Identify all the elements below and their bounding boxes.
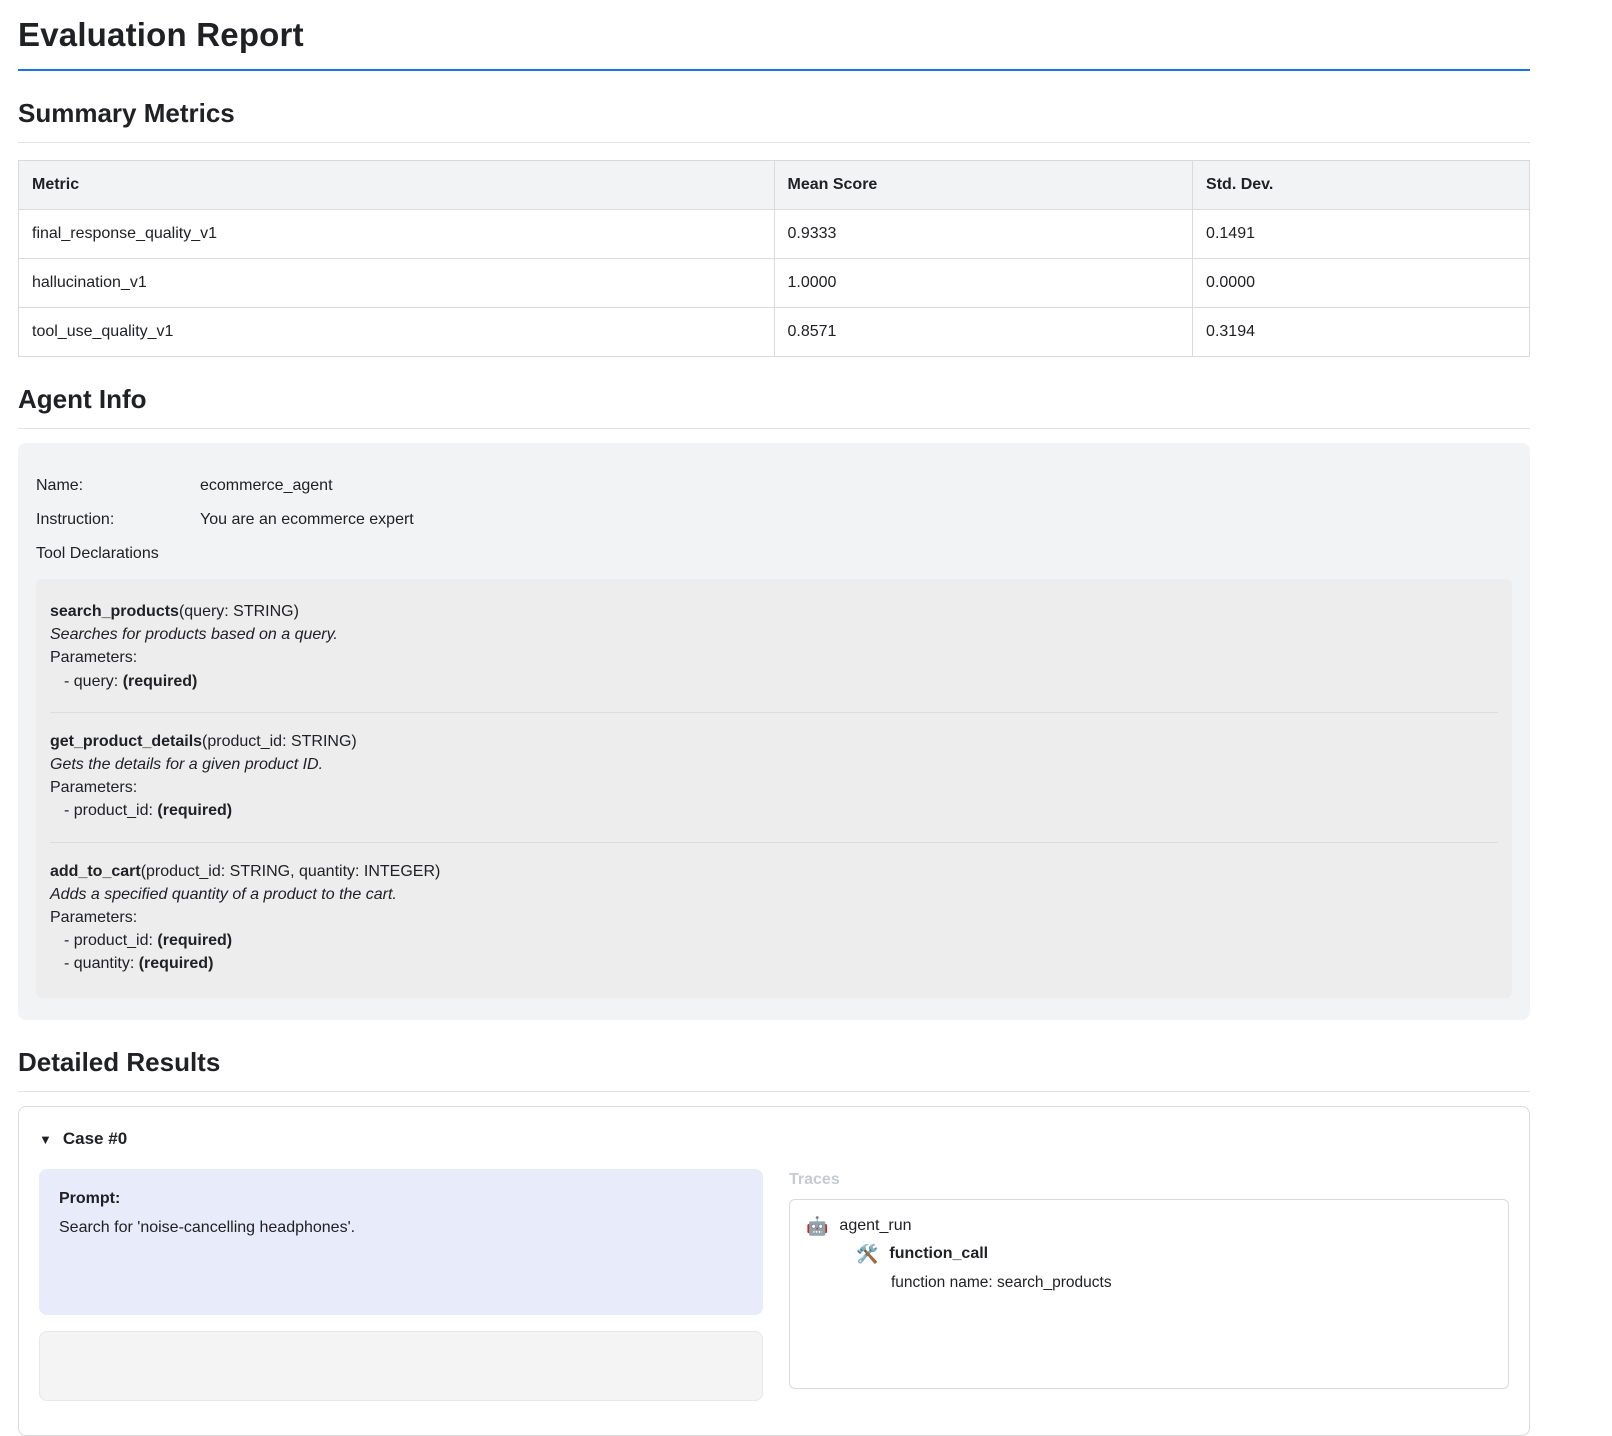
param-required-flag: (required) [122, 672, 198, 690]
column-header-std-dev: Std. Dev. [1192, 160, 1530, 210]
trace-function-call-row: 🛠️ function_call [856, 1240, 1492, 1268]
table-row: tool_use_quality_v1 0.8571 0.3194 [18, 307, 1530, 357]
traces-label: Traces [789, 1171, 840, 1189]
tool-parameter: - query: (required) [50, 670, 1498, 693]
column-header-metric: Metric [18, 160, 775, 210]
metric-std: 0.0000 [1192, 258, 1530, 308]
table-header-row: Metric Mean Score Std. Dev. [18, 160, 1530, 210]
case-left-column: Prompt: Search for 'noise-cancelling hea… [39, 1169, 763, 1402]
tool-signature: (product_id: STRING) [202, 732, 357, 750]
column-header-mean-score: Mean Score [773, 160, 1194, 210]
metric-std: 0.3194 [1192, 307, 1530, 357]
report-page: Evaluation Report Summary Metrics Metric… [18, 16, 1530, 1436]
prompt-text: Search for 'noise-cancelling headphones'… [59, 1219, 356, 1237]
tool-signature-line: search_products(query: STRING) [50, 600, 1498, 623]
param-name: - quantity: [64, 955, 135, 973]
tool-parameters-label: Parameters: [50, 649, 138, 667]
agent-instruction-label: Instruction: [36, 511, 115, 528]
agent-name-value: ecommerce_agent [200, 477, 333, 494]
metric-mean: 0.9333 [773, 209, 1194, 259]
trace-function-call-label: function_call [889, 1245, 989, 1263]
tool-signature-line: get_product_details(product_id: STRING) [50, 730, 1498, 753]
metric-name: tool_use_quality_v1 [18, 307, 775, 357]
page-title: Evaluation Report [18, 16, 304, 53]
trace-children: 🛠️ function_call function name: search_p… [856, 1240, 1492, 1298]
tool-parameters-label: Parameters: [50, 779, 138, 797]
param-name: - product_id: [64, 802, 153, 820]
agent-name-label: Name: [36, 477, 84, 494]
metric-mean: 1.0000 [773, 258, 1194, 308]
agent-name-row: Name: ecommerce_agent [36, 477, 1512, 495]
tool-parameter: - product_id: (required) [50, 799, 1498, 822]
robot-icon: 🤖 [806, 1216, 829, 1237]
tool-declarations-label: Tool Declarations [36, 545, 159, 562]
tool-name: get_product_details [50, 732, 203, 750]
tool-declarations-panel: search_products(query: STRING) Searches … [36, 579, 1512, 999]
param-name: - product_id: [64, 932, 153, 950]
tool-signature-line: add_to_cart(product_id: STRING, quantity… [50, 860, 1498, 883]
title-divider [18, 69, 1530, 71]
case-toggle[interactable]: ▼ Case #0 [39, 1123, 1509, 1155]
tool-signature: (query: STRING) [178, 603, 299, 620]
param-required-flag: (required) [138, 955, 214, 973]
param-name: - query: [64, 672, 119, 690]
trace-agent-run-row: 🤖 agent_run [806, 1212, 1492, 1240]
tool-declaration: search_products(query: STRING) Searches … [50, 583, 1498, 712]
case-right-column: Traces 🤖 agent_run 🛠️ function_call func… [789, 1169, 1509, 1390]
tool-parameter: - quantity: (required) [50, 952, 1498, 975]
tools-icon: 🛠️ [856, 1244, 879, 1265]
metric-name: final_response_quality_v1 [18, 209, 775, 259]
prompt-label: Prompt: [59, 1190, 121, 1208]
case-label: Case #0 [62, 1129, 128, 1149]
metric-std: 0.1491 [1192, 209, 1530, 259]
param-required-flag: (required) [157, 932, 233, 950]
table-row: hallucination_v1 1.0000 0.0000 [18, 258, 1530, 308]
trace-panel: 🤖 agent_run 🛠️ function_call function na… [789, 1199, 1509, 1390]
tool-name: add_to_cart [50, 862, 141, 880]
table-row: final_response_quality_v1 0.9333 0.1491 [18, 209, 1530, 259]
prompt-panel: Prompt: Search for 'noise-cancelling hea… [39, 1169, 763, 1316]
agent-instruction-value: You are an ecommerce expert [200, 511, 414, 528]
param-required-flag: (required) [157, 802, 233, 820]
tool-parameter: - product_id: (required) [50, 929, 1498, 952]
trace-agent-run-label: agent_run [839, 1217, 912, 1235]
collapse-triangle-icon: ▼ [39, 1131, 52, 1147]
tool-name: search_products [50, 603, 179, 620]
agent-instruction-row: Instruction: You are an ecommerce expert [36, 511, 1512, 529]
tool-parameters-label: Parameters: [50, 908, 138, 926]
tool-description: Searches for products based on a query. [50, 626, 338, 644]
case-body: Prompt: Search for 'noise-cancelling hea… [39, 1169, 1509, 1402]
tool-declaration: add_to_cart(product_id: STRING, quantity… [50, 841, 1498, 995]
detailed-results-heading: Detailed Results [18, 1047, 1530, 1093]
summary-metrics-table: Metric Mean Score Std. Dev. final_respon… [18, 160, 1530, 357]
metric-mean: 0.8571 [773, 307, 1194, 357]
trace-function-name-detail: function name: search_products [891, 1274, 1112, 1292]
next-panel-cut-off [39, 1331, 763, 1402]
agent-info-panel: Name: ecommerce_agent Instruction: You a… [18, 443, 1530, 1021]
tool-signature: (product_id: STRING, quantity: INTEGER) [140, 862, 441, 880]
agent-info-heading: Agent Info [18, 384, 1530, 429]
tool-declaration: get_product_details(product_id: STRING) … [50, 711, 1498, 842]
tool-description: Adds a specified quantity of a product t… [50, 885, 397, 903]
summary-metrics-heading: Summary Metrics [18, 98, 1530, 143]
metric-name: hallucination_v1 [18, 258, 775, 308]
case-card: ▼ Case #0 Prompt: Search for 'noise-canc… [18, 1106, 1530, 1436]
tool-description: Gets the details for a given product ID. [50, 755, 324, 773]
